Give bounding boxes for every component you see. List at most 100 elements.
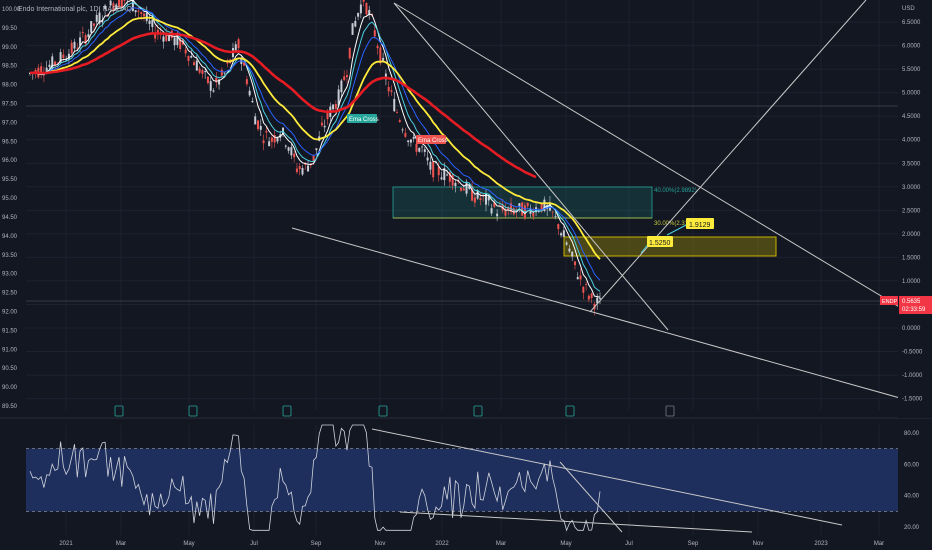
symbol-title: Endo International plc, 1D, NASDAQ xyxy=(18,6,133,13)
price-callouts[interactable]: 1.9129 1.5250 xyxy=(640,218,714,254)
candle-body xyxy=(240,59,243,64)
candle-body xyxy=(343,76,346,81)
candle-body xyxy=(140,12,143,14)
x-axis-tick: Mar xyxy=(116,541,126,547)
rising-trendline xyxy=(589,0,867,313)
x-axis-tick: 2022 xyxy=(435,541,449,547)
rsi-axis-bg xyxy=(898,419,932,537)
candle-body xyxy=(479,198,482,200)
candle-body xyxy=(287,147,290,151)
candle-body xyxy=(599,298,601,299)
candle-body xyxy=(562,230,565,237)
x-axis-tick: 2023 xyxy=(814,541,828,547)
x-axis-tick: Nov xyxy=(753,541,764,547)
ema-yellow-line xyxy=(30,16,601,260)
earnings-marker-icon xyxy=(114,405,124,417)
candle-body xyxy=(215,77,218,83)
left-axis-tick: 93.50 xyxy=(2,253,18,259)
candle-body xyxy=(340,80,343,93)
candle-body xyxy=(273,135,276,143)
x-axis-tick: May xyxy=(560,541,571,547)
candle-body xyxy=(59,52,62,63)
candle-body xyxy=(354,20,357,27)
trendlines[interactable] xyxy=(291,0,927,399)
candle-body xyxy=(573,261,576,266)
grid-lines xyxy=(0,0,932,535)
candle-body xyxy=(179,38,182,49)
candle-body xyxy=(521,202,524,216)
candle-body xyxy=(423,149,426,152)
candle-body xyxy=(543,199,546,211)
ema-cross-labels: Ema Cross Ema Cross xyxy=(347,114,448,144)
candle-body xyxy=(265,130,268,133)
candle-body xyxy=(76,48,79,50)
candle-body xyxy=(404,132,407,137)
right-axis-tick: 5.5000 xyxy=(902,67,921,73)
candle-body xyxy=(195,60,198,71)
right-axis-tick: -0.5000 xyxy=(902,350,923,356)
rsi-axis-tick: 60.00 xyxy=(904,462,920,468)
candle-body xyxy=(34,69,37,73)
candle-body xyxy=(518,203,521,207)
candle-body xyxy=(143,13,145,17)
candle-body xyxy=(120,0,123,8)
candle-body xyxy=(434,162,437,164)
candle-body xyxy=(131,0,134,12)
candle-body xyxy=(490,208,493,214)
left-axis-tick: 92.00 xyxy=(2,309,18,315)
candle-body xyxy=(560,233,563,236)
candle-body xyxy=(307,165,310,172)
left-axis-tick: 94.00 xyxy=(2,234,18,240)
x-axis-tick: Mar xyxy=(874,541,884,547)
event-markers[interactable] xyxy=(114,405,675,417)
candle-body xyxy=(62,54,65,58)
rsi-axis-tick: 40.00 xyxy=(904,494,920,500)
candle-body xyxy=(443,168,446,181)
left-axis-tick: 97.00 xyxy=(2,120,18,126)
candle-body xyxy=(348,47,351,59)
candle-body xyxy=(168,35,171,42)
price-badge-bg xyxy=(899,296,932,314)
candle-body xyxy=(284,145,287,147)
left-axis-tick: 90.50 xyxy=(2,366,18,372)
candle-body xyxy=(387,86,390,92)
candle-body xyxy=(234,44,237,52)
right-axis-tick: 0.0000 xyxy=(902,326,921,332)
ema-cross-label-green: Ema Cross xyxy=(349,117,379,123)
candle-body xyxy=(98,12,101,24)
candle-body xyxy=(476,190,479,199)
left-axis-tick: 98.00 xyxy=(2,83,18,89)
candle-body xyxy=(493,202,496,207)
right-axis-tick: 1.0000 xyxy=(902,279,921,285)
candle-body xyxy=(465,181,468,194)
earnings-marker-icon xyxy=(473,405,483,417)
callout-leader xyxy=(666,223,689,236)
x-axis-tick: 2021 xyxy=(59,541,73,547)
left-axis-tick: 98.50 xyxy=(2,64,18,70)
candle-body xyxy=(457,181,460,182)
candle-body xyxy=(565,242,568,245)
candle-body xyxy=(251,100,254,103)
candle-body xyxy=(459,187,462,191)
candle-body xyxy=(412,136,415,139)
candle-body xyxy=(92,23,95,26)
candle-body xyxy=(206,76,209,84)
candle-body xyxy=(193,62,196,66)
candle-body xyxy=(510,203,513,212)
candle-body xyxy=(248,90,251,96)
candle-body xyxy=(332,104,335,110)
candle-body xyxy=(245,79,248,85)
candle-body xyxy=(112,3,115,11)
candle-body xyxy=(70,42,73,54)
x-axis-tick: Nov xyxy=(375,541,386,547)
rsi-band xyxy=(26,448,898,512)
candle-body xyxy=(582,286,585,293)
candle-body xyxy=(315,148,318,151)
candle-body xyxy=(262,140,265,144)
candle-body xyxy=(426,157,429,161)
candle-body xyxy=(407,140,410,143)
candle-body xyxy=(257,120,259,130)
candle-body xyxy=(56,62,59,64)
